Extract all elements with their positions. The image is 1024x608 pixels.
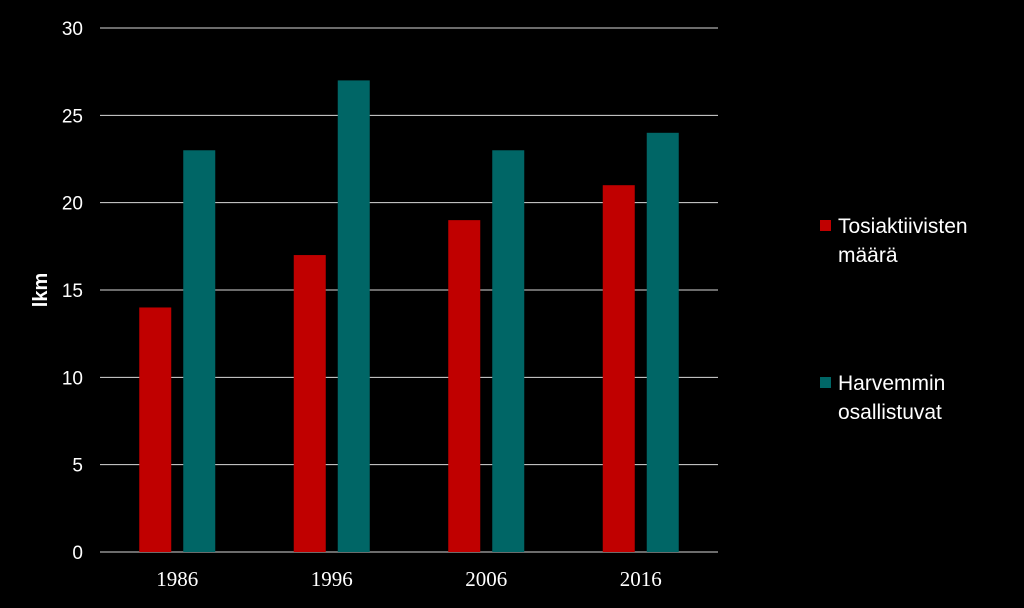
legend-label-0-line-1: määrä: [838, 244, 898, 267]
bar-2006-series-0: [448, 220, 481, 552]
bars: [139, 80, 679, 553]
bar-2016-series-0: [602, 185, 635, 552]
y-tick-label-15: 15: [62, 281, 83, 302]
legend-label-0-line-0: Tosiaktiivisten: [838, 215, 968, 238]
bar-1996-series-0: [293, 255, 326, 553]
x-tick-label-1986: 1986: [156, 567, 198, 591]
x-tick-label-2016: 2016: [620, 567, 662, 591]
y-tick-label-25: 25: [62, 106, 83, 127]
x-axis-ticks: 1986 1996 2006 2016: [156, 567, 662, 591]
legend-swatch-1: [820, 377, 831, 388]
bar-2016-series-1: [646, 132, 679, 553]
bar-1996-series-1: [337, 80, 370, 553]
bar-2006-series-1: [492, 150, 525, 552]
x-tick-label-1996: 1996: [311, 567, 353, 591]
y-tick-label-0: 0: [72, 543, 83, 564]
y-axis-ticks: 0 5 10 15 20 25 30: [62, 19, 83, 564]
y-tick-label-10: 10: [62, 368, 83, 389]
x-tick-label-2006: 2006: [465, 567, 507, 591]
y-axis-label: lkm: [30, 273, 52, 307]
y-tick-label-5: 5: [72, 456, 83, 477]
y-tick-label-20: 20: [62, 194, 83, 215]
legend-label-1-line-0: Harvemmin: [838, 372, 945, 395]
legend-label-1-line-1: osallistuvat: [838, 401, 942, 424]
y-tick-label-30: 30: [62, 19, 83, 40]
bar-1986-series-0: [139, 307, 172, 552]
legend: Tosiaktiivisten määrä Harvemmin osallistuva…: [820, 215, 968, 424]
legend-swatch-0: [820, 220, 831, 231]
bar-1986-series-1: [183, 150, 216, 552]
